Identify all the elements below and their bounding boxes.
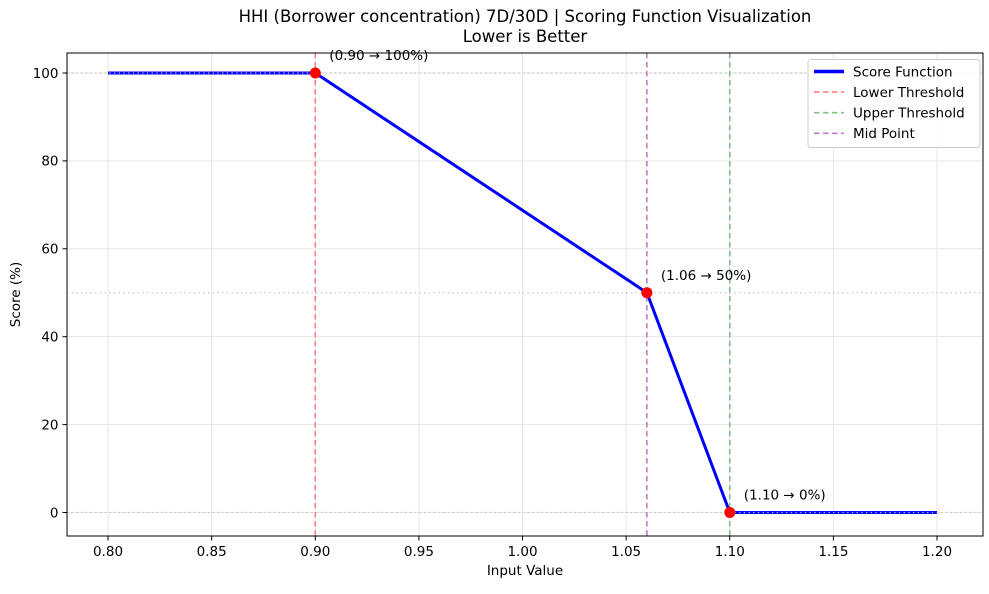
point-annotation: (0.90 → 100%): [329, 48, 428, 64]
y-tick-label: 20: [41, 417, 58, 433]
legend-label: Mid Point: [853, 126, 915, 142]
legend-label: Upper Threshold: [853, 106, 965, 122]
data-point-marker: [309, 67, 321, 79]
x-tick-label: 0.90: [300, 544, 330, 560]
chart-subtitle: Lower is Better: [463, 27, 588, 46]
x-tick-label: 1.20: [922, 544, 952, 560]
y-tick-label: 40: [41, 330, 58, 346]
x-tick-label: 1.00: [507, 544, 537, 560]
axes-border: [66, 52, 984, 537]
x-tick-label: 1.10: [715, 544, 745, 560]
chart-title: HHI (Borrower concentration) 7D/30D | Sc…: [239, 7, 812, 26]
x-tick-label: 0.95: [404, 544, 434, 560]
legend: Score Function Lower Threshold Upper Thres…: [807, 59, 981, 148]
legend-box: [807, 59, 981, 148]
point-annotation: (1.10 → 0%): [744, 488, 826, 504]
legend-label: Score Function: [853, 64, 953, 80]
x-tick-label: 0.85: [197, 544, 227, 560]
y-tick-label: 100: [33, 66, 59, 82]
x-tick-label: 0.80: [93, 544, 123, 560]
x-tick-label: 1.15: [818, 544, 848, 560]
legend-item-mid-point: Mid Point: [814, 126, 915, 142]
x-axis-label: Input Value: [487, 563, 563, 579]
y-axis-label: Score (%): [8, 262, 24, 327]
y-tick-label: 60: [41, 242, 58, 258]
y-tick-label: 80: [41, 154, 58, 170]
data-point-marker: [724, 507, 736, 518]
data-point-marker: [641, 287, 653, 299]
x-tick-label: 1.05: [611, 544, 641, 560]
legend-item-upper-threshold: Upper Threshold: [814, 106, 965, 122]
legend-item-lower-threshold: Lower Threshold: [814, 85, 964, 101]
y-tick-label: 0: [50, 505, 59, 521]
legend-label: Lower Threshold: [853, 85, 964, 101]
legend-item-score-function: Score Function: [814, 64, 953, 80]
point-annotation: (1.06 → 50%): [661, 268, 752, 284]
